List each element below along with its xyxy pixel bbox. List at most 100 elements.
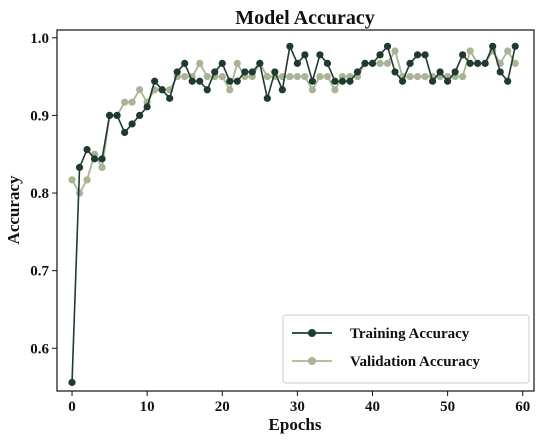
- series-1-point-9: [136, 86, 144, 94]
- series-0-point-17: [196, 77, 204, 85]
- x-axis-label: Epochs: [269, 415, 322, 434]
- x-tick-label-3: 30: [290, 399, 305, 415]
- series-0-point-23: [241, 68, 249, 76]
- series-1-point-8: [128, 98, 136, 106]
- series-0-point-55: [481, 59, 489, 67]
- series-0-point-30: [293, 59, 301, 67]
- x-tick-label-5: 50: [440, 399, 455, 415]
- series-1-point-58: [504, 47, 512, 55]
- series-0-point-45: [406, 59, 414, 67]
- legend-swatch-marker-1: [308, 357, 316, 365]
- series-0-point-34: [323, 59, 332, 67]
- series-0-point-15: [181, 59, 189, 67]
- series-0-point-1: [75, 163, 84, 172]
- y-axis-ticks: 0.6 0.7 0.8 0.9 1.0: [30, 31, 57, 357]
- series-0-point-32: [308, 77, 316, 85]
- series-1-point-47: [421, 72, 429, 81]
- series-0-point-40: [368, 59, 377, 67]
- y-tick-label-3: 0.9: [30, 108, 49, 124]
- series-0-point-42: [383, 42, 392, 50]
- series-1-point-41: [376, 59, 384, 67]
- series-0-point-16: [188, 77, 196, 85]
- series-0-point-5: [105, 111, 114, 119]
- series-0-point-14: [173, 68, 181, 76]
- x-tick-label-0: 0: [68, 399, 76, 415]
- series-0-point-58: [504, 77, 512, 85]
- series-1-point-33: [316, 72, 324, 81]
- series-0-point-18: [203, 86, 211, 94]
- x-tick-label-6: 60: [515, 399, 530, 415]
- series-0-point-56: [489, 42, 497, 50]
- x-tick-label-4: 40: [365, 399, 380, 415]
- series-0-point-4: [98, 155, 106, 163]
- series-1-point-53: [466, 47, 474, 55]
- series-1-point-43: [391, 47, 399, 55]
- series-1-point-0: [68, 176, 76, 184]
- x-tick-label-1: 10: [140, 399, 155, 415]
- plot-frame: [56, 29, 535, 392]
- series-0-point-49: [436, 68, 444, 76]
- series-1-point-42: [383, 59, 392, 67]
- series-0-point-35: [331, 77, 339, 85]
- series-1-point-15: [181, 72, 189, 81]
- series-0-point-7: [121, 128, 129, 137]
- series-0-point-28: [278, 86, 286, 94]
- series-0-point-0: [68, 378, 76, 387]
- series-0: [68, 42, 519, 387]
- series-1-point-18: [203, 72, 211, 81]
- series-0-point-31: [301, 51, 309, 59]
- series-1-point-29: [286, 72, 294, 81]
- y-tick-label-1: 0.7: [30, 264, 49, 280]
- series-0-point-19: [211, 68, 219, 76]
- x-tick-label-2: 20: [215, 399, 230, 415]
- series-0-point-24: [248, 68, 256, 76]
- series-1-point-31: [301, 72, 309, 81]
- series-0-point-47: [421, 51, 429, 59]
- series-1-point-17: [196, 59, 204, 67]
- legend-box: [282, 314, 530, 384]
- series-0-point-8: [128, 120, 136, 128]
- y-axis-label: Accuracy: [4, 175, 23, 244]
- series-1-point-35: [331, 86, 339, 94]
- series-1-point-2: [83, 176, 91, 184]
- series-0-point-22: [233, 77, 241, 85]
- series-1-point-46: [413, 72, 422, 81]
- series-0-point-12: [158, 86, 166, 94]
- series-0-point-39: [361, 59, 369, 67]
- series-0-point-21: [226, 77, 234, 85]
- series-0-point-20: [218, 59, 226, 67]
- series-0-point-54: [474, 59, 482, 67]
- legend-entry-1: Validation Accuracy: [292, 354, 480, 370]
- series-0-point-44: [398, 77, 407, 85]
- series-1-point-22: [233, 59, 241, 67]
- series-0-point-50: [444, 77, 452, 85]
- series-0-point-6: [113, 111, 121, 119]
- series-0-point-48: [428, 77, 437, 85]
- series-1-point-20: [218, 72, 226, 81]
- series-0-point-26: [263, 94, 271, 102]
- series-0-point-29: [286, 42, 294, 50]
- series-0-point-46: [413, 51, 422, 59]
- series-0-point-41: [376, 51, 384, 59]
- legend-swatch-marker-0: [308, 329, 316, 337]
- series-0-point-2: [83, 145, 91, 154]
- legend: Training Accuracy Validation Accuracy: [282, 314, 530, 384]
- series-1-point-30: [293, 72, 301, 81]
- series-1-point-26: [263, 72, 271, 81]
- series-0-point-13: [166, 94, 174, 102]
- series-1-point-4: [98, 163, 106, 172]
- series-1-point-59: [511, 59, 519, 67]
- series-0-point-11: [151, 77, 159, 85]
- series-layer: [68, 42, 519, 387]
- series-1-point-7: [121, 98, 129, 106]
- series-0-point-33: [316, 51, 324, 59]
- series-1-point-1: [75, 189, 84, 197]
- series-1-point-34: [323, 72, 332, 81]
- chart-title: Model Accuracy: [235, 7, 374, 29]
- series-0-point-36: [338, 77, 347, 85]
- series-1-point-32: [308, 86, 316, 94]
- series-1-point-21: [226, 86, 234, 94]
- series-0-point-59: [511, 42, 519, 50]
- series-0-point-27: [271, 68, 279, 76]
